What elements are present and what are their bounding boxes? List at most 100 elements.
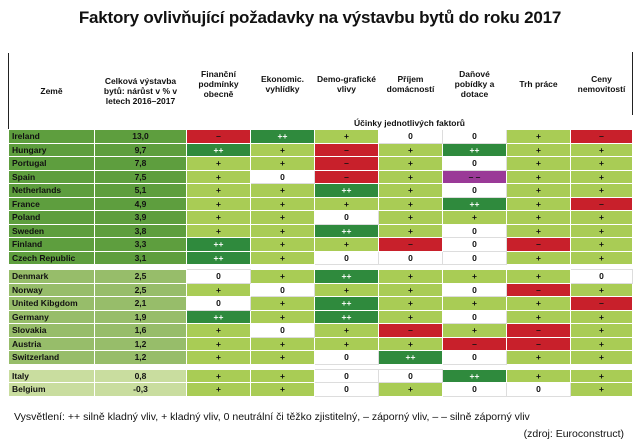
table-row: Netherlands 5,1 + + ++ +0 + + xyxy=(8,183,633,198)
header-factor: Trh práce xyxy=(506,52,571,116)
effect-cell: + xyxy=(186,210,251,225)
country-cell: Slovakia xyxy=(8,323,95,338)
effect-cell: + xyxy=(378,269,443,284)
growth-cell: 7,5 xyxy=(94,169,187,184)
effect-cell: + xyxy=(186,336,251,351)
header-factor: Ceny nemovitostí xyxy=(570,52,633,116)
effect-cell: 0 xyxy=(314,382,379,397)
table-row: Slovakia 1,6 +0 + – + – + xyxy=(8,323,633,338)
effect-cell: + xyxy=(570,237,633,252)
effect-cell: – xyxy=(314,169,379,184)
header-factor: Ekonomic. vyhlídky xyxy=(250,52,315,116)
growth-cell: 1,6 xyxy=(94,323,187,338)
country-cell: Belgium xyxy=(8,382,95,397)
effect-cell: + xyxy=(378,382,443,397)
effect-cell: + xyxy=(250,309,315,324)
effect-cell: 0 xyxy=(314,368,379,383)
effect-cell: + xyxy=(570,142,633,157)
growth-cell: 3,9 xyxy=(94,210,187,225)
table-row: Czech Republic 3,1 ++ +0 0 0 + + xyxy=(8,250,633,265)
growth-cell: -0,3 xyxy=(94,382,187,397)
effect-cell: – xyxy=(314,156,379,171)
effect-cell: + xyxy=(442,269,507,284)
growth-cell: 1,2 xyxy=(94,336,187,351)
effect-cell: ++ xyxy=(442,368,507,383)
effect-cell: + xyxy=(250,382,315,397)
effect-cell: ++ xyxy=(186,250,251,265)
effect-cell: + xyxy=(506,250,571,265)
effect-cell: + xyxy=(314,282,379,297)
growth-cell: 2,5 xyxy=(94,282,187,297)
effect-cell: ++ xyxy=(250,129,315,144)
effect-cell: + xyxy=(442,296,507,311)
effect-cell: + xyxy=(314,336,379,351)
effect-cell: + xyxy=(442,210,507,225)
growth-cell: 1,9 xyxy=(94,309,187,324)
effect-cell: + xyxy=(314,237,379,252)
effect-cell: + xyxy=(570,282,633,297)
country-cell: Sweden xyxy=(8,223,95,238)
effect-cell: – xyxy=(314,142,379,157)
effect-cell: + xyxy=(506,223,571,238)
effect-cell: 0 xyxy=(314,250,379,265)
effect-cell: + xyxy=(186,323,251,338)
table-row: Sweden 3,8 + + ++ +0 + + xyxy=(8,223,633,238)
effect-cell: + xyxy=(506,350,571,365)
effect-cell: – xyxy=(506,237,571,252)
country-cell: Italy xyxy=(8,368,95,383)
effect-cell: + xyxy=(186,382,251,397)
country-cell: Hungary xyxy=(8,142,95,157)
table-row: Austria 1,2 + + + + – – + xyxy=(8,336,633,351)
effect-cell: + xyxy=(186,350,251,365)
table-row: Belgium -0,3 + +0 +0 0 + xyxy=(8,382,633,397)
country-cell: United Kibgdom xyxy=(8,296,95,311)
effect-cell: 0 xyxy=(378,129,443,144)
effect-cell: + xyxy=(506,129,571,144)
effect-cell: ++ xyxy=(186,309,251,324)
factors-table: Země Celková výstavba bytů: nárůst v % v… xyxy=(8,52,633,397)
effect-cell: – xyxy=(506,323,571,338)
effect-cell: + xyxy=(314,129,379,144)
effect-cell: + xyxy=(314,323,379,338)
effect-cell: + xyxy=(250,350,315,365)
effect-cell: + xyxy=(570,323,633,338)
table-row: Germany 1,9 ++ + ++ +0 + + xyxy=(8,309,633,324)
effect-cell: ++ xyxy=(442,142,507,157)
effect-cell: – xyxy=(570,296,633,311)
effect-cell: ++ xyxy=(314,296,379,311)
effect-cell: 0 xyxy=(442,129,507,144)
table-row: Portugal 7,8 + + – +0 + + xyxy=(8,156,633,171)
table-body: Ireland 13,0– ++ +0 0 + – Hungary 9,7 ++ + – + ++ + + Po… xyxy=(8,129,633,397)
effect-cell: + xyxy=(186,223,251,238)
header-country: Země xyxy=(8,52,95,130)
group-separator xyxy=(8,264,633,270)
effect-cell: + xyxy=(378,210,443,225)
effect-cell: + xyxy=(506,296,571,311)
effect-cell: 0 xyxy=(442,156,507,171)
effect-cell: 0 xyxy=(442,282,507,297)
country-cell: Germany xyxy=(8,309,95,324)
effect-cell: – xyxy=(378,323,443,338)
effect-cell: + xyxy=(506,183,571,198)
growth-cell: 13,0 xyxy=(94,129,187,144)
effect-cell: + xyxy=(570,169,633,184)
effect-cell: + xyxy=(250,142,315,157)
growth-cell: 2,1 xyxy=(94,296,187,311)
effect-cell: + xyxy=(186,183,251,198)
growth-cell: 4,9 xyxy=(94,196,187,211)
effect-cell: ++ xyxy=(186,142,251,157)
country-cell: Austria xyxy=(8,336,95,351)
growth-cell: 3,8 xyxy=(94,223,187,238)
effect-cell: + xyxy=(186,169,251,184)
country-cell: France xyxy=(8,196,95,211)
effect-cell: ++ xyxy=(314,223,379,238)
header-factor: Demo-grafické vlivy xyxy=(314,52,379,116)
effect-cell: + xyxy=(378,296,443,311)
effect-cell: + xyxy=(570,382,633,397)
effect-cell: ++ xyxy=(314,309,379,324)
effect-cell: + xyxy=(378,223,443,238)
effect-cell: ++ xyxy=(186,237,251,252)
header-factor: Finanční podmínky obecně xyxy=(186,52,251,116)
effect-cell: + xyxy=(506,169,571,184)
table-row: Switzerland 1,2 + +0 ++ 0 + + xyxy=(8,350,633,365)
